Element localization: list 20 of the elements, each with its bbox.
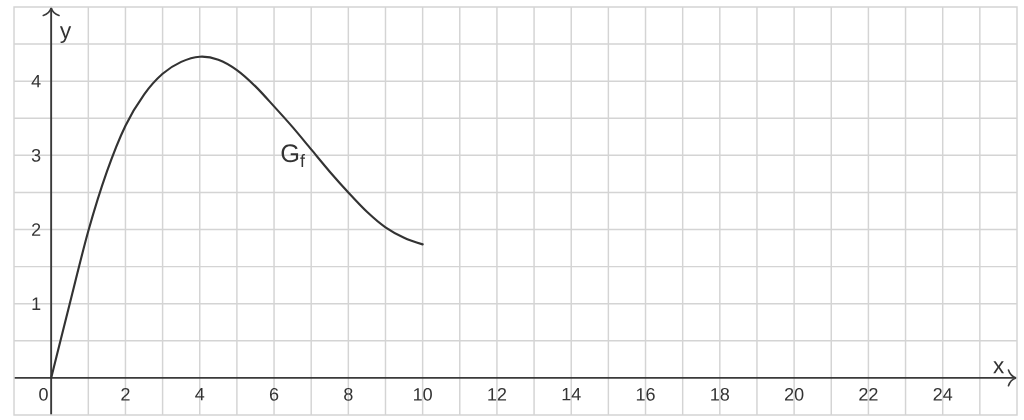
x-tick-label: 12 bbox=[488, 387, 507, 401]
x-tick-label: 24 bbox=[933, 387, 953, 401]
y-tick-label: 3 bbox=[31, 148, 41, 162]
x-tick-label: 18 bbox=[711, 387, 730, 401]
y-tick-label: 4 bbox=[31, 74, 41, 88]
x-axis-title: x bbox=[993, 361, 1005, 374]
x-tick-label: 16 bbox=[636, 387, 655, 401]
x-tick-label: 8 bbox=[344, 387, 353, 401]
x-tick-label: 4 bbox=[195, 387, 205, 401]
x-tick-label: 22 bbox=[859, 387, 878, 401]
x-tick-label: 0 bbox=[39, 387, 48, 401]
x-tick-label: 2 bbox=[121, 387, 130, 401]
x-tick-label: 14 bbox=[562, 387, 581, 401]
y-tick-label: 1 bbox=[32, 297, 41, 310]
y-tick-label: 2 bbox=[32, 223, 41, 236]
x-tick-label: 20 bbox=[785, 387, 804, 401]
x-tick-label: 10 bbox=[414, 387, 432, 401]
y-axis-title: y bbox=[59, 26, 72, 44]
x-tick-label: 6 bbox=[269, 387, 279, 401]
series-label: G$_{f}$ bbox=[281, 144, 305, 167]
